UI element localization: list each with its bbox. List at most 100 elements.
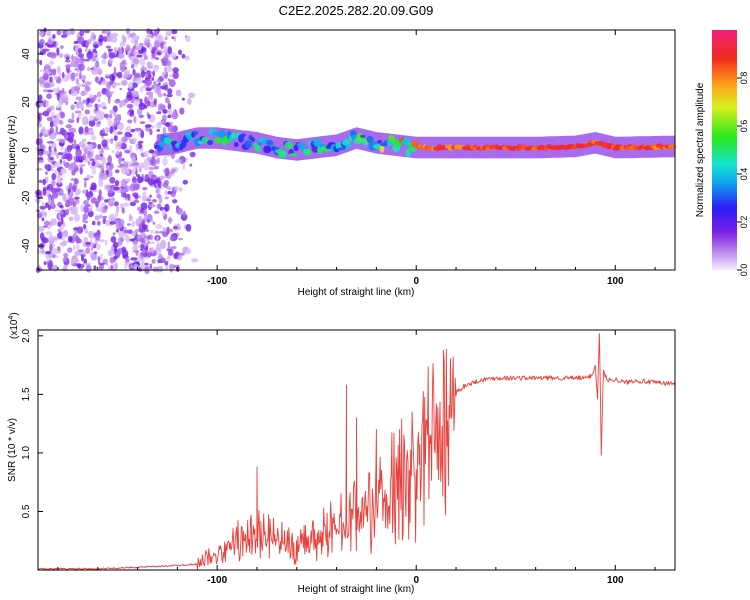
- noise-speck: [103, 113, 109, 118]
- noise-speck: [178, 237, 184, 241]
- noise-speck: [50, 247, 58, 256]
- noise-speck: [59, 205, 64, 209]
- noise-speck: [101, 59, 107, 65]
- noise-speck: [164, 51, 169, 58]
- noise-speck: [101, 156, 106, 165]
- noise-speck: [132, 92, 140, 98]
- noise-speck: [75, 198, 80, 205]
- noise-speck: [110, 138, 114, 141]
- noise-speck: [143, 163, 150, 171]
- noise-speck: [87, 191, 94, 198]
- noise-speck: [81, 155, 84, 162]
- noise-speck: [54, 209, 61, 212]
- noise-speck: [155, 223, 163, 230]
- noise-speck: [136, 44, 142, 51]
- noise-speck: [182, 161, 186, 170]
- noise-speck: [135, 143, 139, 151]
- noise-speck: [100, 80, 108, 85]
- noise-speck: [59, 45, 64, 50]
- noise-speck: [131, 177, 137, 184]
- noise-speck: [113, 135, 118, 142]
- noise-speck: [97, 256, 101, 264]
- noise-speck: [112, 232, 116, 236]
- noise-speck: [85, 241, 92, 246]
- noise-speck: [62, 193, 67, 202]
- noise-speck: [191, 258, 199, 263]
- noise-speck: [188, 92, 195, 99]
- noise-speck: [74, 110, 82, 114]
- spectrogram-panel: -100 0 100 -40 -20 0 20 40 Height of straight …: [7, 27, 677, 298]
- track-blob: [197, 140, 204, 145]
- noise-speck: [148, 201, 153, 205]
- noise-speck: [154, 230, 160, 234]
- track-blob: [254, 145, 262, 152]
- noise-speck: [46, 183, 54, 191]
- noise-speck: [94, 76, 99, 83]
- noise-speck: [67, 164, 74, 171]
- noise-speck: [170, 170, 175, 174]
- noise-speck: [136, 54, 143, 58]
- noise-speck: [143, 208, 148, 217]
- noise-speck: [38, 76, 45, 85]
- noise-speck: [118, 156, 122, 165]
- noise-speck: [174, 185, 179, 191]
- noise-speck: [153, 165, 160, 170]
- noise-speck: [117, 165, 123, 168]
- noise-speck: [88, 230, 95, 239]
- colorbar-tick-label: 0.6: [739, 120, 749, 133]
- noise-speck: [48, 142, 51, 145]
- noise-speck: [150, 229, 154, 234]
- noise-speck: [163, 92, 167, 97]
- noise-speck: [100, 147, 104, 156]
- track-blob: [206, 139, 213, 146]
- noise-speck: [181, 53, 186, 59]
- noise-speck: [124, 178, 131, 183]
- noise-speck: [105, 126, 110, 134]
- noise-speck: [62, 30, 67, 37]
- noise-speck: [179, 107, 185, 115]
- noise-speck: [121, 34, 125, 42]
- noise-speck: [49, 133, 57, 140]
- track-blob: [211, 131, 219, 137]
- noise-speck: [146, 250, 152, 253]
- noise-speck: [120, 136, 128, 144]
- noise-speck: [189, 163, 193, 167]
- noise-speck: [117, 141, 123, 148]
- noise-speck: [46, 89, 54, 93]
- noise-speck: [38, 94, 43, 102]
- noise-speck: [39, 132, 44, 137]
- noise-speck: [63, 264, 68, 271]
- noise-speck: [95, 60, 100, 68]
- noise-speck: [110, 217, 117, 221]
- noise-speck: [50, 82, 55, 87]
- noise-speck: [130, 64, 135, 69]
- noise-speck: [103, 29, 111, 34]
- noise-speck: [161, 209, 166, 217]
- noise-speck: [145, 37, 151, 44]
- noise-speck: [71, 185, 77, 193]
- noise-speck: [65, 200, 70, 203]
- noise-speck: [61, 88, 65, 93]
- noise-speck: [51, 167, 54, 172]
- noise-speck: [86, 97, 91, 103]
- noise-speck: [62, 71, 65, 79]
- noise-speck: [166, 186, 172, 190]
- noise-speck: [146, 198, 152, 202]
- track-blob: [263, 145, 272, 154]
- noise-speck: [63, 253, 68, 262]
- noise-speck: [139, 86, 144, 93]
- spectrogram-signal-track: [154, 127, 677, 161]
- noise-speck: [137, 176, 144, 184]
- noise-speck: [84, 180, 87, 189]
- noise-speck: [35, 138, 43, 146]
- noise-speck: [127, 119, 133, 124]
- snr-scale-factor: (x104): [8, 312, 20, 339]
- noise-speck: [76, 68, 80, 73]
- noise-speck: [55, 125, 59, 134]
- noise-speck: [167, 114, 172, 119]
- noise-speck: [96, 220, 101, 226]
- noise-speck: [132, 165, 137, 173]
- noise-speck: [170, 245, 177, 250]
- noise-speck: [117, 71, 123, 79]
- noise-speck: [132, 82, 138, 89]
